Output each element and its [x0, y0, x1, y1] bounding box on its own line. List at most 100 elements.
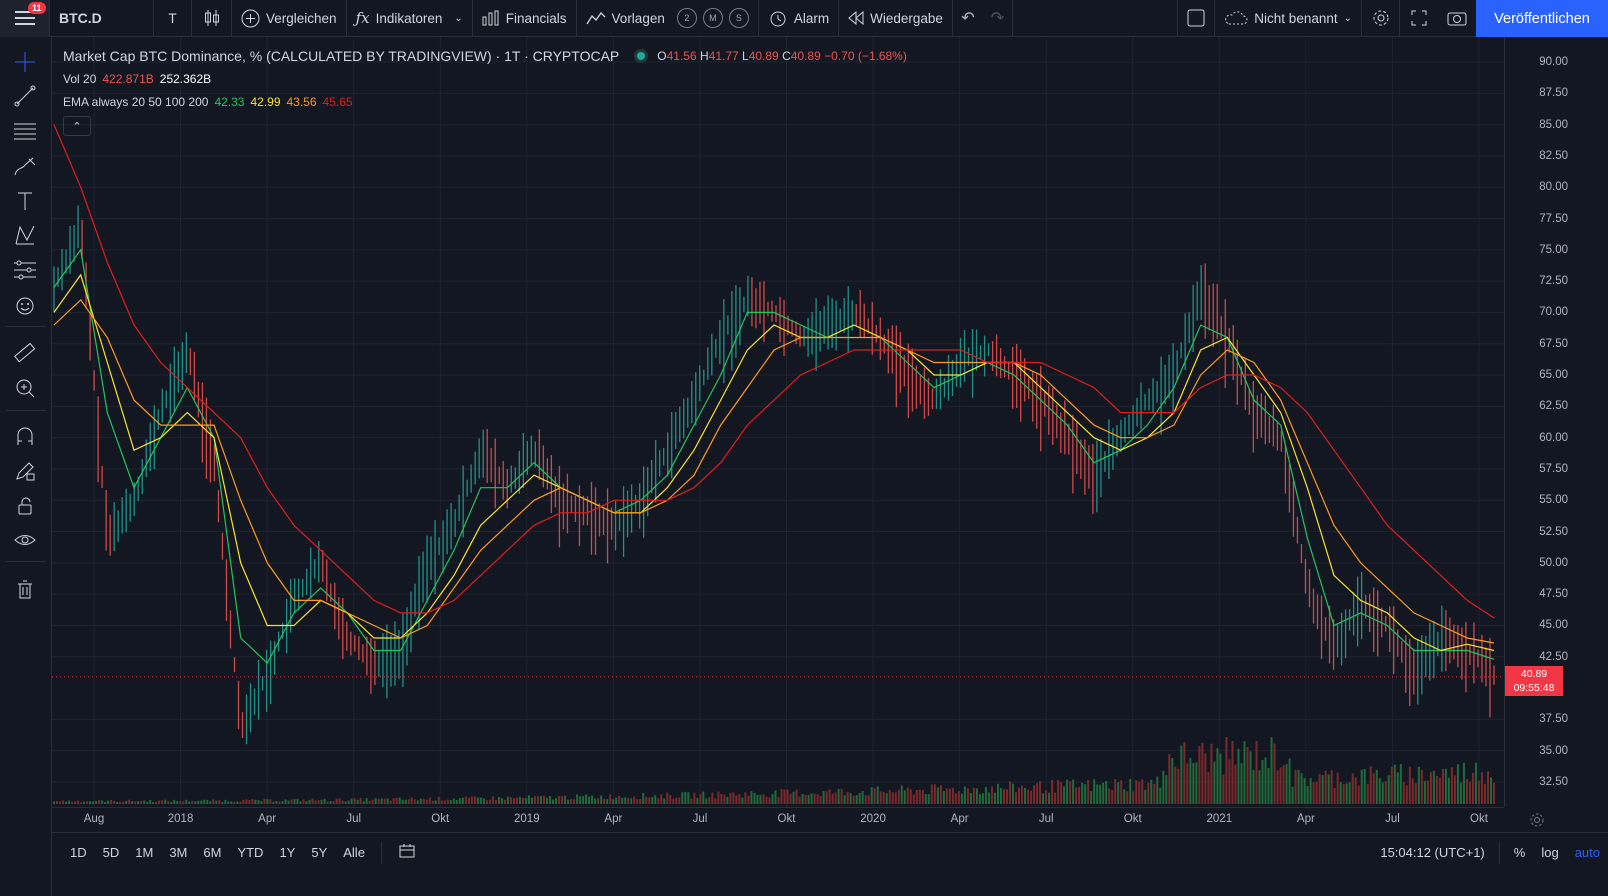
trend-line-icon[interactable]	[12, 83, 38, 109]
camera-icon	[1447, 12, 1467, 26]
price-tick-label: 85.00	[1539, 118, 1568, 131]
goto-date-button[interactable]	[390, 843, 424, 862]
square-layout-icon	[1187, 9, 1205, 27]
brush-icon[interactable]	[12, 153, 38, 179]
time-tick-label: Okt	[1123, 813, 1142, 825]
template-slot-2[interactable]: 2	[676, 8, 697, 28]
price-tick-label: 50.00	[1539, 556, 1568, 569]
crosshair-icon[interactable]	[12, 49, 38, 75]
financials-button[interactable]: Financials	[473, 0, 577, 37]
price-scale[interactable]: 90.00 87.50 85.00 82.50 80.00 77.50 75.00 72.50…	[1504, 37, 1608, 807]
forecast-tool-icon[interactable]	[12, 257, 38, 283]
gear-icon	[1373, 10, 1388, 26]
chevron-up-icon: ⌃	[72, 120, 82, 133]
price-tick-label: 35.00	[1539, 744, 1568, 757]
volume-label[interactable]: Vol 20	[63, 71, 97, 86]
range-1y[interactable]: 1Y	[279, 845, 296, 860]
redo-button[interactable]: ↷	[983, 0, 1013, 37]
layout-select-button[interactable]	[1177, 0, 1216, 37]
range-ytd[interactable]: YTD	[237, 845, 264, 860]
ema-line	[53, 298, 1495, 644]
volume-ma-value: 252.362B	[159, 71, 212, 86]
drawing-mode-icon[interactable]	[12, 458, 38, 484]
range-1m[interactable]: 1M	[135, 845, 154, 860]
range-3m[interactable]: 3M	[169, 845, 188, 860]
price-tick-label: 90.00	[1539, 56, 1568, 69]
time-tick-label: Apr	[950, 813, 969, 825]
ema100-value: 43.56	[286, 94, 317, 109]
snapshot-button[interactable]	[1438, 0, 1476, 37]
templates-icon	[585, 11, 606, 25]
financials-label: Financials	[505, 10, 567, 26]
hamburger-icon	[14, 11, 35, 25]
range-1d[interactable]: 1D	[70, 845, 87, 860]
alert-button[interactable]: Alarm	[759, 0, 840, 37]
notification-badge: 11	[28, 1, 46, 14]
collapse-legend-button[interactable]: ⌃	[63, 116, 91, 136]
undo-button[interactable]: ↶	[953, 0, 983, 37]
compare-button[interactable]: Vergleichen	[232, 0, 347, 37]
template-slot-s[interactable]: S	[728, 8, 749, 28]
scale-settings-button[interactable]	[1527, 810, 1547, 830]
ema-label[interactable]: EMA always 20 50 100 200	[63, 94, 209, 109]
eye-icon[interactable]	[12, 527, 38, 553]
magnet-icon[interactable]	[12, 423, 38, 449]
series-title[interactable]: Market Cap BTC Dominance, % (CALCULATED …	[63, 47, 620, 64]
trash-icon[interactable]	[12, 577, 38, 603]
price-tick-label: 87.50	[1539, 87, 1568, 100]
lock-icon[interactable]	[12, 493, 38, 519]
last-price-value: 40.89	[1520, 668, 1548, 680]
fib-retracement-icon[interactable]	[12, 118, 38, 144]
price-tick-label: 55.00	[1539, 494, 1568, 507]
time-tick-label: 2018	[167, 813, 194, 825]
range-all[interactable]: Alle	[343, 845, 365, 860]
volume-value: 422.871B	[102, 71, 154, 86]
emoji-icon[interactable]	[12, 293, 38, 319]
bar-countdown: 09:55:48	[1513, 682, 1555, 694]
text-tool-icon[interactable]	[12, 188, 38, 214]
fullscreen-button[interactable]	[1400, 0, 1438, 37]
range-5d[interactable]: 5D	[102, 845, 120, 860]
time-scale[interactable]: Aug 2018 Apr Jul Okt 2019 Apr Jul Okt 2020 Apr Jul O…	[52, 807, 1504, 832]
settings-button[interactable]	[1362, 0, 1400, 37]
toolbar-divider	[6, 326, 46, 327]
interval-button[interactable]: T	[154, 0, 192, 37]
time-tick-label: Apr	[604, 813, 623, 825]
price-tick-label: 82.50	[1539, 149, 1568, 162]
bottom-toolbar: 1D 5D 1M 3M 6M YTD 1Y 5Y Alle 15:04:12 (…	[52, 832, 1608, 872]
time-tick-label: 2020	[860, 813, 886, 825]
layout-name-button[interactable]: Nicht benannt ⌄	[1215, 0, 1362, 37]
time-tick-label: Okt	[431, 813, 450, 825]
range-5y[interactable]: 5Y	[311, 845, 328, 860]
cloud-icon	[1225, 11, 1248, 25]
ema-line	[53, 124, 1495, 619]
price-tick-label: 77.50	[1539, 212, 1568, 225]
percent-scale-toggle[interactable]: %	[1513, 845, 1526, 860]
chart-type-button[interactable]	[192, 0, 232, 37]
price-tick-label: 60.00	[1539, 431, 1568, 444]
open-value: 41.56	[666, 48, 697, 63]
alarm-clock-icon	[770, 11, 786, 27]
close-label: C	[782, 48, 791, 63]
auto-scale-toggle[interactable]: auto	[1574, 845, 1600, 860]
log-scale-toggle[interactable]: log	[1541, 845, 1559, 860]
symbol-search-button[interactable]: BTC.D	[50, 0, 154, 37]
template-slot-m[interactable]: M	[702, 8, 723, 28]
plus-circle-icon	[241, 9, 260, 27]
pattern-tool-icon[interactable]	[12, 222, 38, 248]
market-status-icon	[637, 51, 646, 60]
range-6m[interactable]: 6M	[203, 845, 222, 860]
zoom-in-icon[interactable]	[12, 375, 38, 401]
main-menu-button[interactable]: 11	[0, 0, 50, 37]
price-tick-label: 72.50	[1539, 275, 1568, 288]
chart-pane[interactable]	[52, 37, 1504, 807]
toolbar-divider	[6, 561, 46, 562]
chart-legend: Market Cap BTC Dominance, % (CALCULATED …	[63, 44, 907, 136]
replay-button[interactable]: Wiedergabe	[839, 0, 953, 37]
publish-button[interactable]: Veröffentlichen	[1476, 0, 1608, 37]
templates-button[interactable]: Vorlagen 2 M S	[577, 0, 759, 37]
indicators-button[interactable]: ƒx Indikatoren ⌄	[347, 0, 473, 37]
clock-timezone[interactable]: 15:04:12 (UTC+1)	[1380, 845, 1485, 860]
ruler-icon[interactable]	[12, 340, 38, 366]
series-legend: Market Cap BTC Dominance, % (CALCULATED …	[63, 44, 907, 67]
